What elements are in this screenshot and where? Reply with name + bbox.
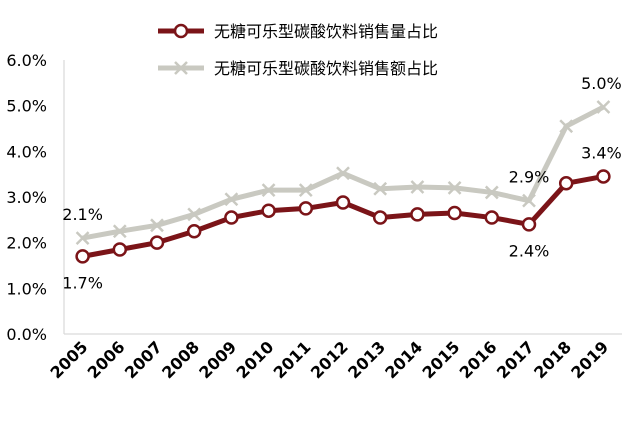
- x-tick-label: 2005: [47, 337, 92, 382]
- x-tick-label: 2006: [84, 337, 129, 382]
- data-point-circle: [186, 224, 202, 239]
- data-point-circle: [112, 242, 128, 257]
- legend-label-sales-value: 无糖可乐型碳酸饮料销售额占比: [214, 59, 438, 78]
- x-tick-label: 2019: [567, 337, 612, 382]
- data-point-circle: [410, 207, 425, 222]
- data-point-x: [559, 119, 574, 134]
- data-point-circle: [372, 210, 388, 225]
- y-tick-label: 5.0%: [6, 97, 47, 116]
- y-tick-label: 1.0%: [6, 279, 47, 298]
- y-tick-label: 0.0%: [6, 325, 47, 344]
- data-point-x: [224, 192, 239, 207]
- data-point-circle: [298, 201, 314, 216]
- data-label: 2.4%: [509, 241, 550, 260]
- x-tick-label: 2013: [344, 337, 389, 382]
- data-point-circle: [558, 176, 574, 191]
- data-point-circle: [224, 210, 239, 225]
- data-point-x: [336, 166, 350, 181]
- legend: 无糖可乐型碳酸饮料销售量占比 无糖可乐型碳酸饮料销售额占比: [158, 22, 438, 78]
- data-point-circle: [596, 169, 611, 184]
- y-tick-label: 4.0%: [6, 142, 47, 161]
- data-label: 2.9%: [509, 168, 550, 187]
- data-point-x: [298, 183, 313, 198]
- x-tick-label: 2009: [195, 337, 240, 382]
- x-axis-ticks: 2005200620072008200920102011201220132014…: [47, 337, 613, 382]
- data-point-x: [150, 218, 164, 233]
- series-layer: [75, 100, 611, 264]
- data-label: 1.7%: [62, 273, 103, 292]
- x-tick-label: 2012: [307, 337, 352, 382]
- data-label: 2.1%: [62, 205, 103, 224]
- data-point-circle: [335, 195, 351, 210]
- data-point-x: [484, 185, 499, 200]
- axes: [63, 60, 622, 335]
- data-labels: 2.1% 1.7% 2.9% 2.4% 5.0% 3.4%: [62, 74, 621, 292]
- y-tick-label: 3.0%: [6, 188, 47, 207]
- legend-label-sales-volume: 无糖可乐型碳酸饮料销售量占比: [214, 22, 438, 41]
- x-tick-label: 2018: [530, 337, 575, 382]
- data-point-x: [410, 180, 425, 194]
- data-point-circle: [521, 217, 537, 232]
- x-tick-label: 2014: [381, 337, 426, 382]
- data-point-circle: [484, 210, 500, 225]
- data-point-x: [261, 183, 276, 198]
- x-tick-label: 2011: [270, 337, 315, 382]
- data-point-x: [112, 224, 127, 239]
- legend-marker-sales-volume: [173, 23, 189, 39]
- data-point-x: [187, 207, 202, 222]
- data-point-x: [596, 100, 611, 114]
- x-tick-label: 2017: [493, 337, 538, 382]
- y-axis-ticks: 0.0% 1.0% 2.0% 3.0% 4.0% 5.0% 6.0%: [6, 51, 47, 344]
- data-point-x: [447, 180, 462, 195]
- data-label: 3.4%: [581, 143, 622, 162]
- x-tick-label: 2016: [456, 337, 501, 382]
- data-point-circle: [75, 249, 90, 264]
- x-tick-label: 2007: [121, 337, 166, 382]
- x-tick-label: 2010: [233, 337, 278, 382]
- x-tick-label: 2015: [419, 337, 464, 382]
- data-point-circle: [149, 235, 165, 250]
- data-point-circle: [261, 203, 276, 218]
- y-tick-label: 2.0%: [6, 234, 47, 253]
- data-point-circle: [447, 205, 462, 221]
- y-tick-label: 6.0%: [6, 51, 47, 70]
- x-tick-label: 2008: [158, 337, 203, 382]
- legend-marker-sales-value: [174, 61, 188, 75]
- data-point-x: [373, 181, 388, 196]
- data-label: 5.0%: [581, 74, 622, 93]
- data-point-x: [75, 231, 90, 245]
- data-point-x: [522, 193, 536, 208]
